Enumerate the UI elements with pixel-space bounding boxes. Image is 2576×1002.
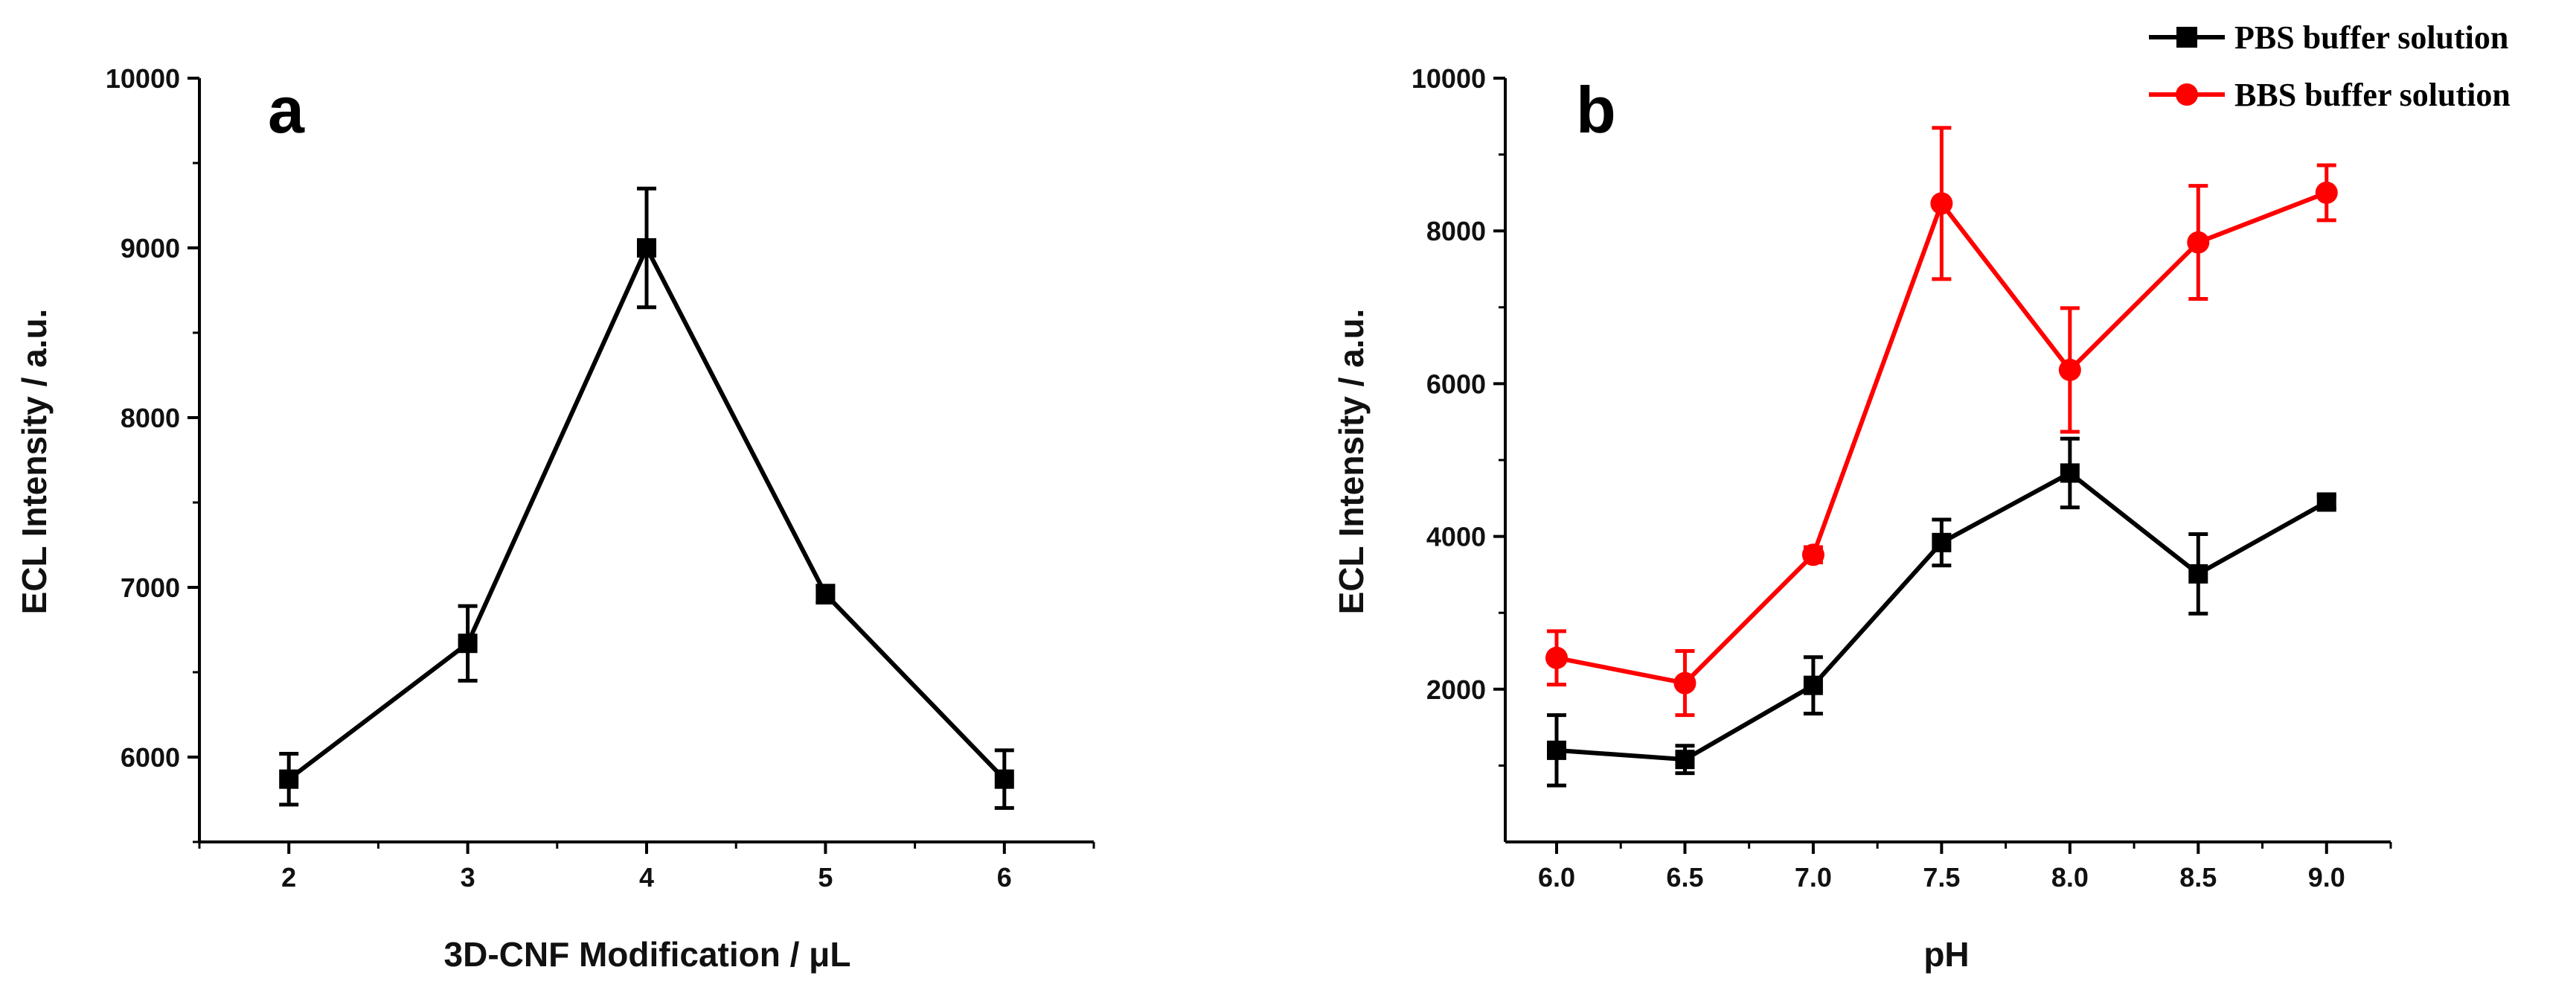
legend-pbs-marker — [2176, 27, 2197, 48]
panel-a-series-0-point — [279, 769, 299, 789]
panel-b-label: b — [1576, 73, 1616, 147]
panel-a: a 3D-CNF Modification / μL ECL Intensity… — [15, 63, 1095, 974]
panel-b-x-tick-label: 6.5 — [1666, 862, 1703, 893]
panel-b-series-0-point — [1932, 532, 1952, 552]
panel-a-series-0-point — [637, 238, 656, 258]
panel-b-series-0-point — [1675, 750, 1695, 770]
panel-b-series-1-point — [1930, 192, 1953, 215]
panel-b-series-0-point — [2060, 463, 2080, 483]
panel-b-series-1-point — [1673, 671, 1696, 695]
legend-bbs-label: BBS buffer solution — [2234, 77, 2511, 113]
panel-a-x-tick-label: 3 — [461, 862, 475, 893]
panel-b-y-axis-title: ECL Intensity / a.u. — [1332, 309, 1371, 615]
panel-b-y-tick-label: 8000 — [1426, 216, 1486, 246]
panel-a-y-tick-label: 7000 — [121, 572, 180, 603]
panel-b-x-tick-label: 6.0 — [1538, 862, 1575, 893]
panel-a-x-axis-title: 3D-CNF Modification / μL — [444, 935, 851, 974]
panel-b-x-tick-label: 8.0 — [2051, 862, 2089, 893]
panel-b-series-1-point — [2058, 358, 2081, 381]
panel-b: b pH ECL Intensity / a.u. PBS buffer sol… — [1332, 19, 2511, 974]
panel-b-series-1-point — [2315, 181, 2338, 204]
panel-a-y-tick-label: 8000 — [121, 403, 180, 433]
panel-b-y-tick-label: 6000 — [1426, 368, 1486, 399]
panel-b-x-axis-title: pH — [1923, 935, 1969, 974]
panel-b-series-1-point — [2187, 231, 2210, 254]
panel-b-y-tick-label: 4000 — [1426, 522, 1486, 552]
panel-a-x-tick-label: 5 — [818, 862, 833, 893]
panel-b-x-tick-label: 7.5 — [1923, 862, 1960, 893]
panel-b-series-1-point — [1801, 543, 1824, 567]
panel-b-x-tick-label: 7.0 — [1795, 862, 1832, 893]
panel-a-y-tick-label: 6000 — [121, 742, 180, 773]
legend: PBS buffer solution BBS buffer solution — [2149, 19, 2511, 113]
panel-a-series-0-point — [458, 634, 478, 654]
panel-b-series-0-point — [1546, 740, 1566, 760]
panel-b-series-0 — [1546, 436, 2336, 788]
legend-bbs-marker — [2176, 83, 2198, 106]
panel-a-series-0-point — [994, 769, 1014, 789]
panel-b-x-tick-label: 9.0 — [2308, 862, 2345, 893]
panel-a-y-tick-label: 9000 — [121, 233, 180, 264]
panel-b-y-tick-label: 10000 — [1412, 63, 1486, 94]
panel-b-series-0-point — [1803, 675, 1823, 695]
panel-a-series-0-line — [287, 246, 1006, 782]
panel-b-series-1-point — [1545, 646, 1568, 669]
panel-a-x-tick-label: 6 — [997, 862, 1012, 893]
panel-b-series-0-line — [1556, 470, 2328, 762]
panel-b-x-tick-label: 8.5 — [2179, 862, 2217, 893]
panel-a-label: a — [268, 73, 305, 147]
panel-b-series-1 — [1545, 126, 2338, 718]
panel-a-x-tick-label: 4 — [639, 862, 654, 893]
panel-b-y-tick-label: 2000 — [1426, 674, 1486, 705]
panel-b-series-0-point — [2188, 564, 2208, 584]
panel-b-series-0-point — [2316, 492, 2336, 512]
panel-a-series-0 — [279, 186, 1014, 810]
panel-a-y-axis-title: ECL Intensity / a.u. — [15, 309, 54, 615]
legend-pbs-label: PBS buffer solution — [2234, 19, 2508, 56]
panel-a-y-tick-label: 10000 — [106, 63, 180, 94]
panel-a-x-tick-label: 2 — [281, 862, 296, 893]
panel-a-series-0-point — [816, 584, 836, 604]
